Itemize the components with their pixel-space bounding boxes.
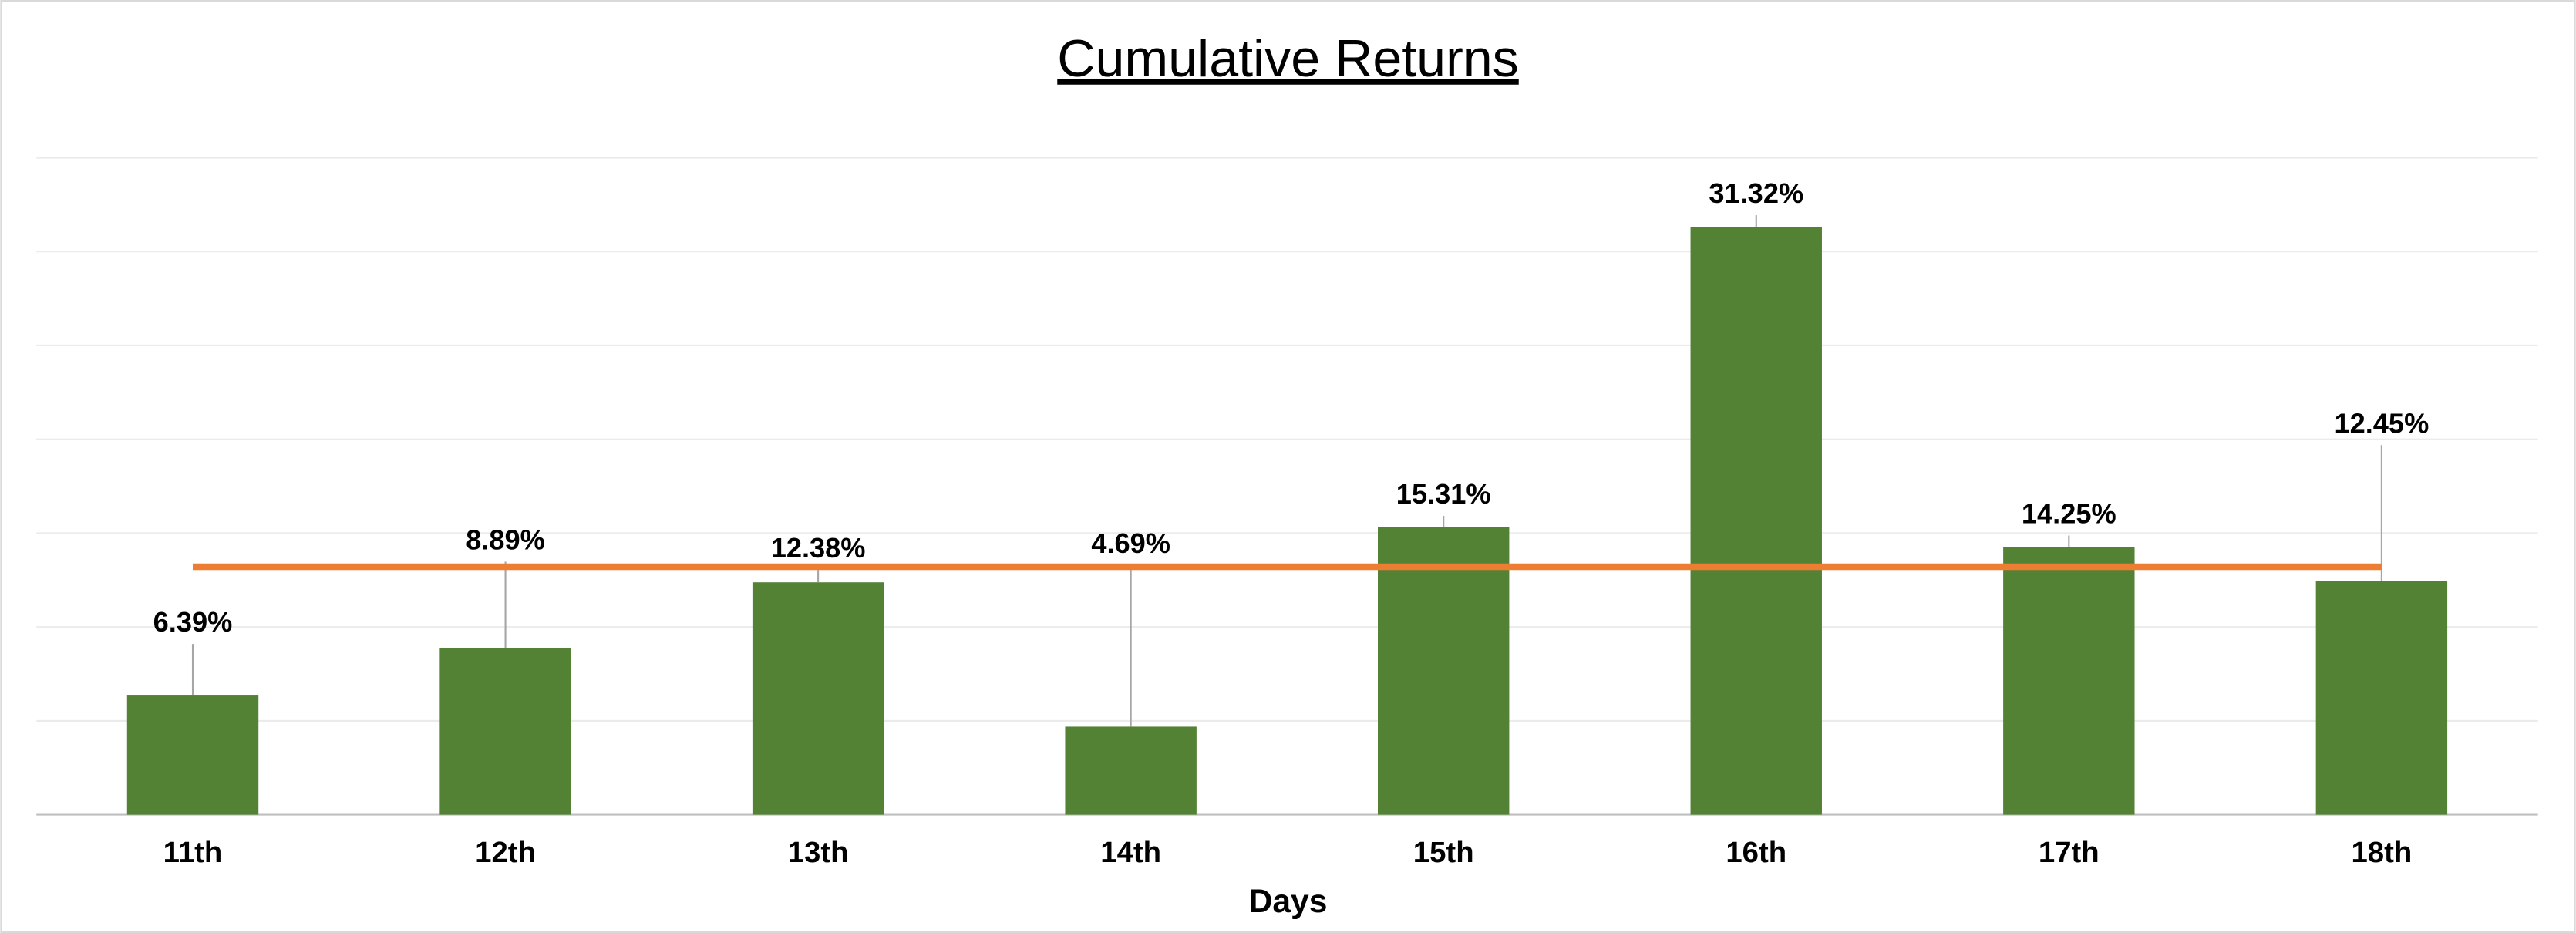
data-label: 6.39% [153, 606, 233, 638]
bar [2003, 547, 2135, 815]
data-label: 8.89% [466, 524, 545, 556]
bar [439, 648, 571, 815]
x-axis-title: Days [1249, 883, 1328, 920]
data-label: 12.38% [771, 532, 866, 564]
bar [1690, 227, 1822, 815]
data-label: 4.69% [1091, 527, 1170, 559]
bar [752, 582, 884, 815]
x-tick-label: 17th [2039, 836, 2100, 869]
x-tick-label: 18th [2351, 836, 2412, 869]
data-label: 15.31% [1396, 478, 1491, 510]
x-tick-label: 12th [475, 836, 536, 869]
data-label: 12.45% [2334, 407, 2429, 439]
chart-title: Cumulative Returns [1057, 29, 1519, 88]
bar [2315, 581, 2448, 815]
x-tick-label: 15th [1413, 836, 1474, 869]
data-label: 31.32% [1709, 177, 1803, 209]
x-tick-label: 13th [788, 836, 849, 869]
bar [126, 695, 259, 815]
data-label: 14.25% [2022, 497, 2116, 529]
bar [1377, 527, 1510, 815]
x-tick-label: 11th [163, 836, 223, 869]
x-tick-label: 16th [1726, 836, 1786, 869]
x-tick-label: 14th [1100, 836, 1161, 869]
bar [1065, 726, 1197, 815]
